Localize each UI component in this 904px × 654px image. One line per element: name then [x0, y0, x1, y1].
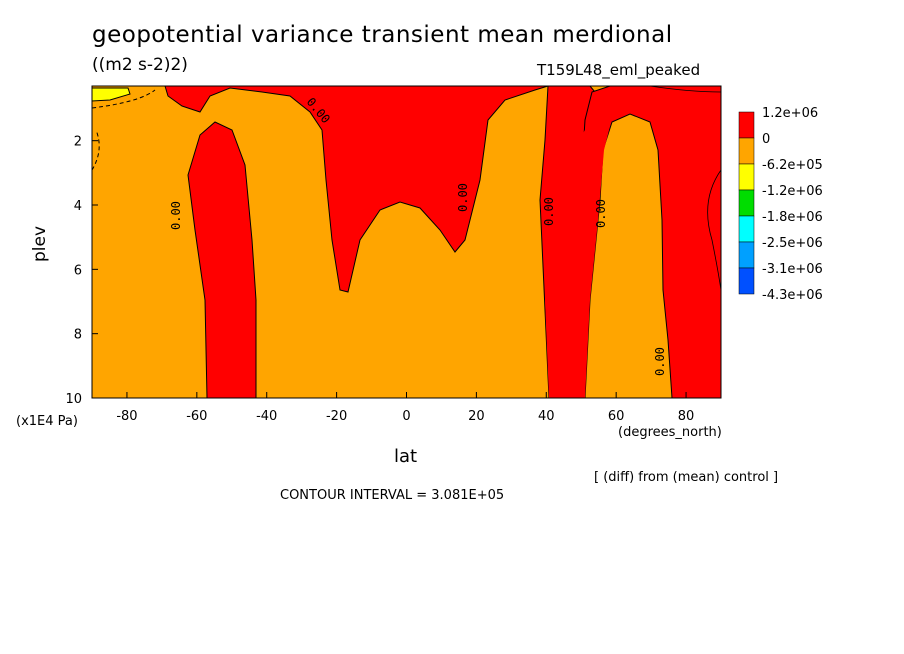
x-axis-units: (degrees_north)	[618, 425, 722, 440]
y-tick-label: 6	[74, 263, 82, 278]
x-tick-label: -60	[186, 409, 207, 424]
colorbar-label: -6.2e+05	[762, 158, 823, 173]
run-label: T159L48_eml_peaked	[537, 61, 701, 79]
chart-units: ((m2 s-2)2)	[92, 55, 188, 75]
contour-label: 0.00	[653, 347, 667, 376]
x-tick-label: 0	[402, 409, 410, 424]
y-tick-label: 10	[65, 392, 82, 407]
x-tick-label: -20	[326, 409, 347, 424]
x-tick-label: 60	[608, 409, 625, 424]
y-tick-label: 2	[74, 135, 82, 150]
diff-note: [ (diff) from (mean) control ]	[594, 470, 779, 485]
colorbar-swatch	[738, 215, 755, 243]
plot-area	[91, 85, 722, 399]
colorbar-swatch	[738, 267, 755, 295]
colorbar-swatch	[738, 163, 755, 191]
x-tick-label: 20	[468, 409, 485, 424]
colorbar-label: -4.3e+06	[762, 288, 823, 303]
thin-contour-east	[707, 169, 722, 291]
contour-label: 0.00	[169, 201, 183, 230]
colorbar-label: -3.1e+06	[762, 262, 823, 277]
y-tick-label: 4	[74, 199, 82, 214]
colorbar-label: -1.8e+06	[762, 210, 823, 225]
colorbar-swatch	[738, 111, 755, 139]
x-tick-label: -40	[256, 409, 277, 424]
colorbar-swatch	[738, 189, 755, 217]
colorbar-swatch	[738, 137, 755, 165]
negative-region-nh-pocket	[545, 112, 612, 398]
chart-title: geopotential variance transient mean mer…	[92, 22, 673, 48]
x-tick-label: 80	[678, 409, 695, 424]
contour-label: 0.00	[594, 199, 608, 228]
colorbar-label: 1.2e+06	[762, 106, 818, 121]
colorbar-swatch	[738, 241, 755, 269]
thin-contour-northeast	[649, 85, 722, 93]
colorbar-label: -2.5e+06	[762, 236, 823, 251]
positive-region-sh-column	[187, 121, 257, 399]
contour-label: 0.00	[456, 183, 470, 212]
colorbar-label: -1.2e+06	[762, 184, 823, 199]
contour-label: 0.00	[542, 197, 556, 226]
dashed-contour-1	[91, 89, 156, 109]
x-tick-label: -80	[116, 409, 137, 424]
x-tick-label: 40	[538, 409, 555, 424]
y-tick-label: 8	[74, 328, 82, 343]
y-axis-label: plev	[30, 225, 50, 262]
y-axis-units: (x1E4 Pa)	[16, 414, 78, 429]
positive-region-upper-tropics	[164, 85, 549, 293]
contour-interval: CONTOUR INTERVAL = 3.081E+05	[280, 488, 505, 503]
x-axis-label: lat	[394, 446, 418, 467]
colorbar-label: 0	[762, 132, 770, 147]
dashed-contour-2	[91, 129, 100, 171]
